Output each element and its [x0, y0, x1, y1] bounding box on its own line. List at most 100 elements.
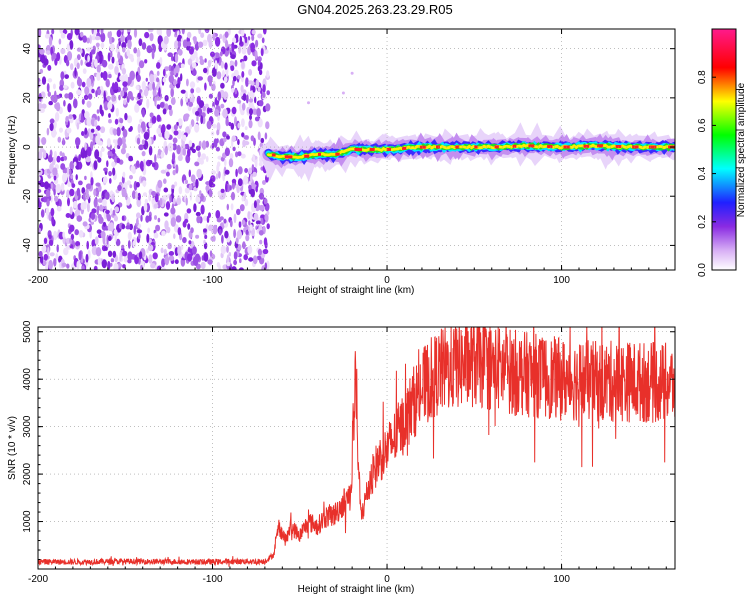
noise-blob — [247, 245, 253, 255]
noise-blob — [47, 78, 53, 83]
noise-blob — [249, 211, 253, 221]
noise-blob — [193, 203, 197, 213]
noise-blob — [171, 54, 174, 62]
noise-blob — [167, 104, 172, 111]
noise-blob — [76, 215, 83, 222]
noise-blob — [250, 81, 255, 86]
noise-blob — [136, 197, 142, 208]
noise-blob — [78, 180, 83, 186]
noise-blob — [164, 130, 170, 140]
noise-blob — [219, 216, 224, 221]
noise-blob — [116, 157, 121, 164]
noise-blob — [54, 112, 60, 122]
noise-blob — [260, 47, 264, 57]
noise-blob — [185, 197, 188, 206]
noise-blob — [115, 60, 119, 67]
noise-blob — [192, 256, 199, 266]
noise-blob — [229, 153, 234, 160]
noise-blob — [208, 78, 212, 87]
noise-blob — [43, 196, 47, 203]
noise-blob — [257, 86, 261, 92]
noise-blob — [195, 178, 199, 189]
noise-blob — [218, 171, 221, 179]
noise-blob — [245, 234, 250, 242]
noise-blob — [113, 128, 117, 136]
noise-blob — [172, 197, 176, 205]
snr-frame — [37, 326, 676, 570]
noise-blob — [55, 102, 61, 112]
noise-blob — [119, 75, 123, 81]
noise-blob — [94, 129, 98, 134]
noise-blob — [164, 95, 169, 102]
noise-blob — [151, 115, 157, 124]
noise-blob — [252, 86, 256, 93]
noise-blob — [241, 44, 247, 55]
noise-blob — [196, 114, 199, 122]
noise-blob — [149, 112, 154, 118]
noise-blob — [41, 76, 47, 85]
noise-blob — [235, 151, 239, 158]
noise-blob — [160, 126, 164, 134]
noise-blob — [237, 178, 243, 187]
noise-blob — [45, 189, 51, 198]
noise-blob — [204, 29, 209, 32]
signal-peak — [455, 145, 460, 149]
noise-blob — [172, 169, 176, 176]
noise-blob — [110, 258, 115, 263]
noise-blob — [66, 166, 70, 175]
noise-blob — [177, 154, 183, 162]
noise-blob — [238, 45, 242, 54]
y-tick-label: -40 — [22, 238, 33, 253]
colorbar-tick-label: 0.2 — [697, 214, 708, 228]
noise-blob — [219, 195, 225, 200]
noise-blob — [194, 161, 200, 167]
noise-blob — [262, 92, 266, 98]
noise-blob — [148, 145, 153, 156]
noise-blob — [238, 267, 244, 270]
noise-blob — [263, 237, 268, 247]
noise-blob — [238, 221, 242, 228]
noise-blob — [163, 178, 167, 184]
noise-blob — [83, 94, 89, 101]
noise-blob — [138, 60, 145, 69]
noise-blob — [157, 217, 161, 223]
noise-blob — [263, 29, 267, 35]
noise-blob — [244, 36, 248, 44]
noise-blob — [94, 119, 98, 127]
noise-blob — [156, 62, 161, 69]
noise-blob — [141, 108, 145, 118]
noise-blob — [135, 181, 140, 188]
noise-blob — [176, 144, 181, 155]
noise-blob — [253, 200, 257, 209]
noise-blob — [66, 263, 70, 269]
noise-blob — [242, 241, 246, 250]
noise-blob — [95, 135, 101, 145]
noise-blob — [119, 117, 124, 124]
noise-blob — [184, 113, 190, 118]
noise-blob — [204, 234, 208, 239]
noise-blob — [56, 205, 62, 212]
noise-blob — [255, 186, 258, 193]
noise-blob — [194, 123, 200, 133]
noise-blob — [138, 38, 143, 47]
noise-blob — [38, 136, 41, 147]
signal-peak — [436, 145, 440, 149]
noise-blob — [97, 115, 100, 122]
noise-blob — [76, 187, 81, 197]
noise-blob — [103, 167, 108, 172]
noise-blob — [239, 204, 245, 212]
noise-blob — [91, 35, 96, 41]
noise-blob — [141, 139, 145, 146]
noise-blob — [121, 244, 125, 249]
noise-blob — [60, 182, 65, 192]
noise-blob — [86, 77, 92, 88]
noise-blob — [224, 169, 230, 175]
noise-blob — [147, 29, 154, 33]
noise-blob — [80, 59, 83, 66]
noise-blob — [127, 259, 132, 264]
noise-blob — [65, 213, 71, 218]
noise-blob — [180, 73, 183, 82]
noise-blob — [111, 84, 117, 90]
